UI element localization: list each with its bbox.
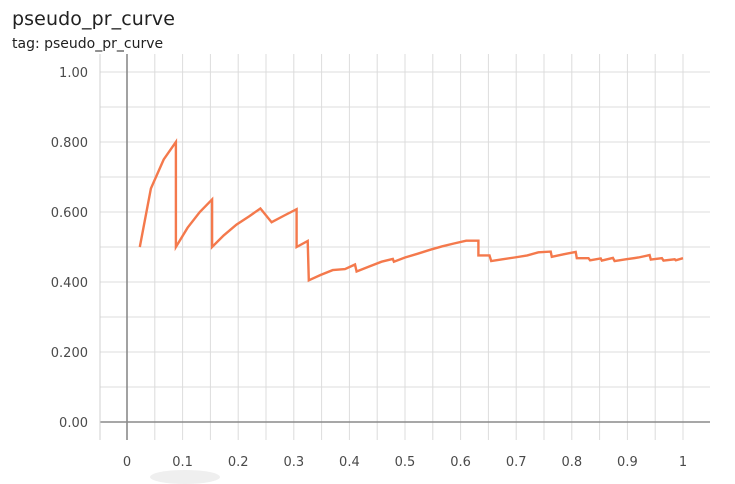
tick-label-layer: 0.00 0.200 0.400 0.600 0.800 1.00 0 0.1 0.2 0.3 0.…: [51, 66, 687, 470]
x-tick-label: 0: [123, 455, 131, 470]
x-tick-label: 0.5: [395, 455, 416, 470]
pr-curve-line: [138, 138, 684, 283]
y-tick-label: 0.200: [51, 346, 88, 361]
x-tick-label: 0.6: [450, 455, 471, 470]
x-tick-label: 0.2: [228, 455, 249, 470]
y-tick-label: 0.800: [51, 136, 88, 151]
x-tick-label: 0.7: [506, 455, 527, 470]
x-tick-label: 0.1: [172, 455, 193, 470]
y-tick-label: 1.00: [59, 66, 88, 81]
y-tick-label: 0.400: [51, 276, 88, 291]
grid-layer: [100, 54, 710, 440]
x-tick-label: 0.9: [617, 455, 638, 470]
x-tick-label: 0.8: [561, 455, 582, 470]
scroll-shadow: [150, 470, 220, 484]
chart-title: pseudo_pr_curve: [12, 8, 175, 30]
x-tick-label: 1: [679, 455, 687, 470]
y-tick-label: 0.00: [59, 416, 88, 431]
x-tick-label: 0.4: [339, 455, 360, 470]
x-tick-label: 0.3: [283, 455, 304, 470]
series-layer: [138, 138, 684, 283]
axis-layer: [99, 54, 710, 440]
y-tick-label: 0.600: [51, 206, 88, 221]
chart-tag-line: tag: pseudo_pr_curve: [12, 36, 164, 52]
